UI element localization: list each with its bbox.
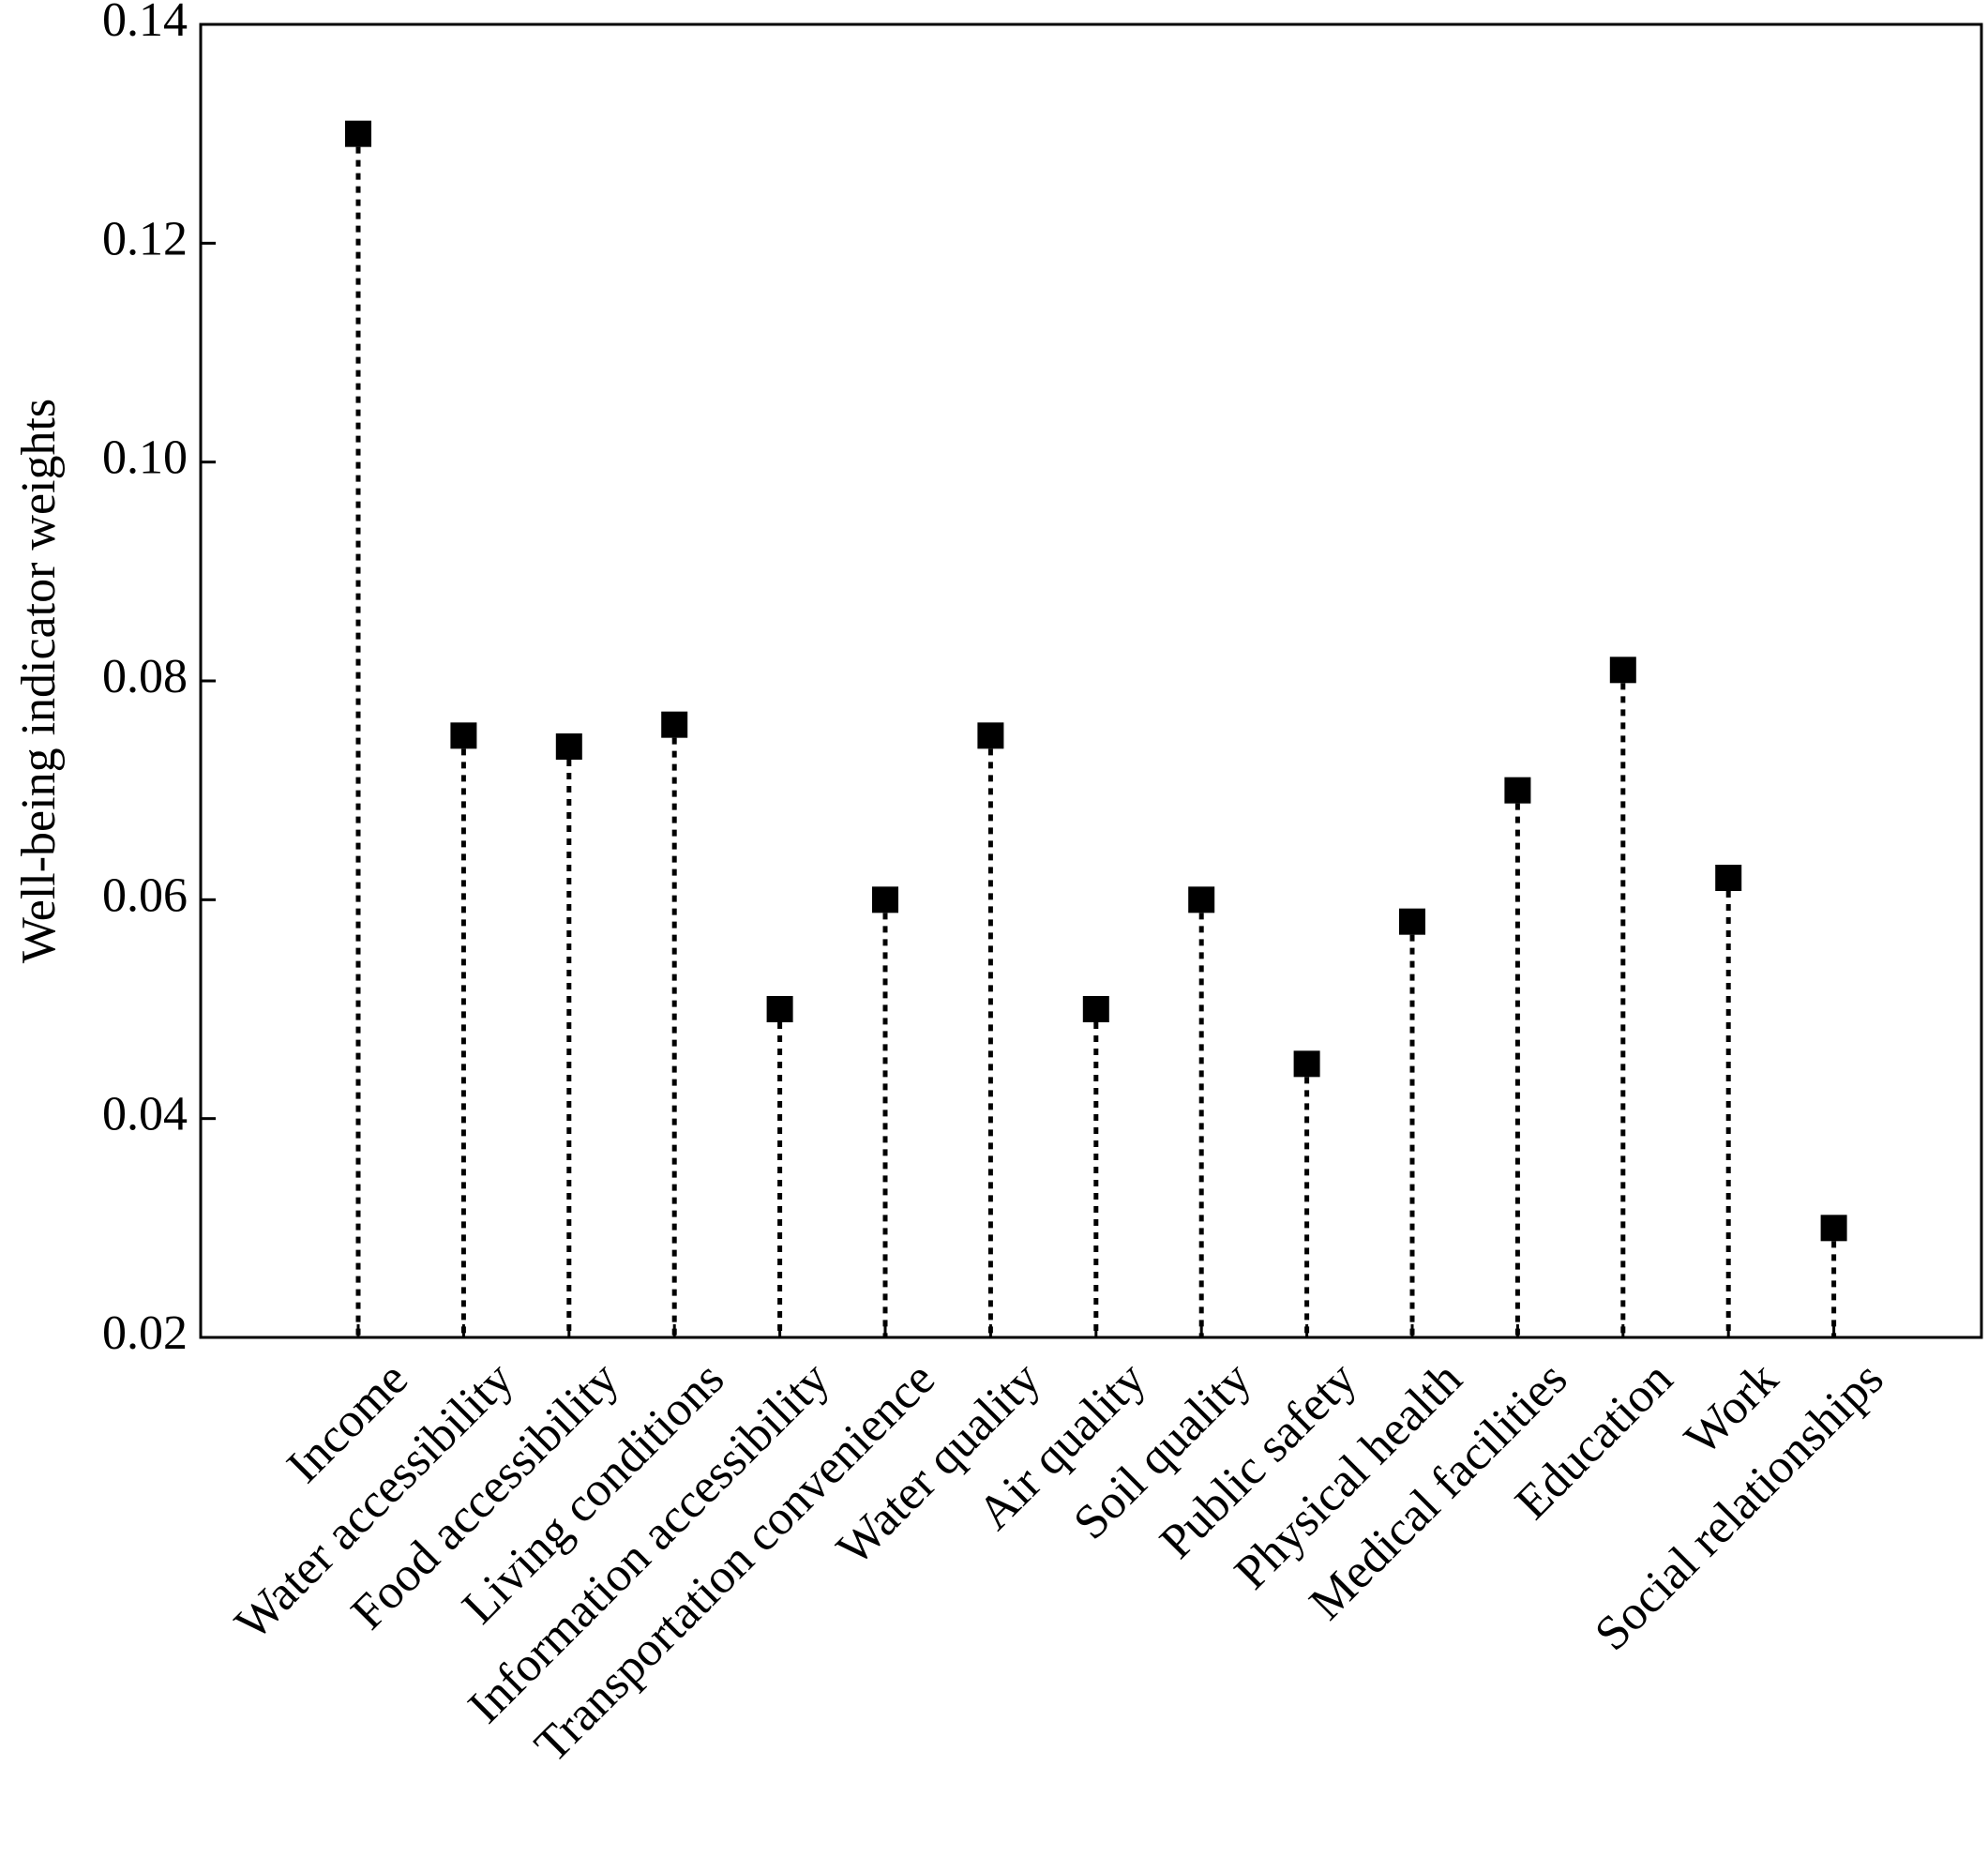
plot-frame	[199, 23, 1983, 1339]
data-marker	[1715, 865, 1742, 891]
y-tick-label: 0.02	[102, 1306, 188, 1360]
data-marker	[450, 722, 477, 749]
data-marker	[766, 996, 793, 1022]
data-marker	[1399, 908, 1425, 935]
data-marker	[345, 120, 371, 147]
y-tick-label: 0.08	[102, 650, 188, 703]
markers	[345, 120, 1847, 1242]
stems	[355, 133, 1837, 1337]
data-marker	[977, 722, 1004, 749]
y-tick-label: 0.12	[102, 212, 188, 265]
y-axis: 0.02 0.04 0.06 0.08 0.10 0.12 0.14	[102, 0, 216, 1360]
y-axis-title: Well-being indicator weights	[12, 399, 66, 963]
data-marker	[1082, 996, 1109, 1022]
y-tick-label: 0.04	[102, 1088, 188, 1141]
data-marker	[1609, 657, 1636, 684]
y-tick-label: 0.06	[102, 868, 188, 922]
data-marker	[555, 733, 582, 760]
data-marker	[1504, 777, 1531, 804]
data-marker	[661, 711, 688, 738]
data-marker	[1293, 1050, 1320, 1078]
y-tick-label: 0.14	[102, 0, 188, 47]
data-marker	[872, 886, 898, 913]
y-tick-label: 0.10	[102, 431, 188, 485]
data-marker	[1820, 1215, 1847, 1242]
data-marker	[1188, 886, 1215, 913]
